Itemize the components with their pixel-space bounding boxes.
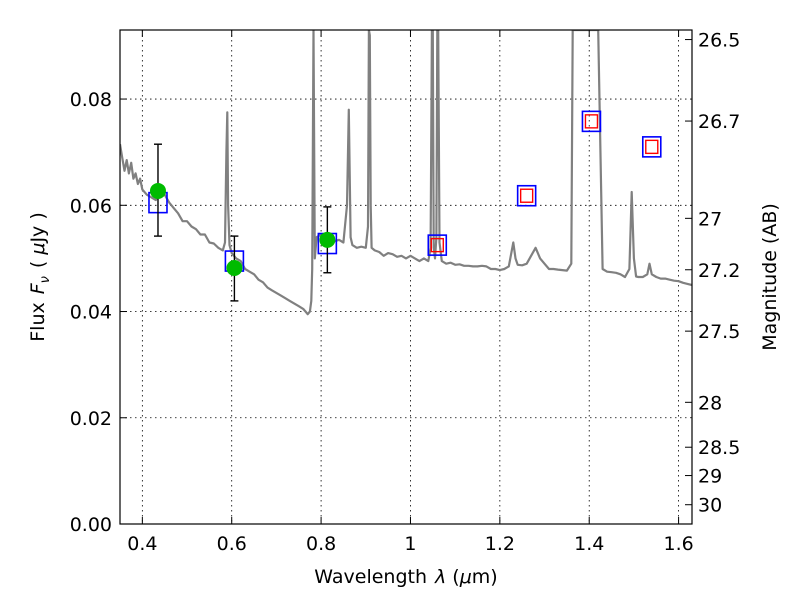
observed-flux-point [319, 231, 336, 248]
x-axis-title-symbol: λ [434, 566, 446, 588]
y2-tick-label: 27.5 [698, 321, 740, 343]
y2-axis-title-text: Magnitude (AB) [759, 203, 781, 351]
y-axis-title-subscript: ν [38, 276, 53, 283]
x-tick-label: 1 [404, 533, 416, 555]
y2-tick-label: 28.5 [698, 437, 740, 459]
y-axis-title-unit-open: ( [27, 261, 49, 268]
x-tick-label: 1.2 [485, 533, 515, 555]
y2-tick-label: 28 [698, 392, 722, 414]
y-tick-label: 0.04 [70, 302, 112, 324]
x-axis-title-unit-mu: μ [459, 566, 472, 588]
predicted-flux-square [430, 237, 444, 253]
x-tick-label: 0.8 [306, 533, 336, 555]
axis-ticks: 0.4 0.6 0.8 1 1.2 1.4 1.6 0.00 0.02 0.04 0.06 0.08 2… [70, 30, 741, 555]
y-tick-label: 0.02 [70, 408, 112, 430]
y2-tick-label: 27.2 [698, 260, 740, 282]
x-axis-title-unit-open: ( [452, 566, 459, 588]
model-photometry-square [641, 136, 662, 158]
model-photometry-square [516, 184, 537, 207]
x-tick-label: 1.6 [663, 533, 693, 555]
observed-flux-point [226, 259, 243, 276]
y2-tick-label: 30 [698, 495, 722, 517]
y2-tick-label: 29 [698, 466, 722, 488]
y-tick-label: 0.06 [70, 195, 112, 217]
y-axis-title-text: Flux [27, 302, 49, 342]
predicted-flux-square [519, 188, 534, 203]
y2-tick-label: 27 [698, 208, 722, 230]
x-axis-title-text: Wavelength [314, 566, 427, 588]
y-axis-title: Flux Fν ( μJy ) [27, 212, 53, 342]
x-tick-label: 0.4 [127, 533, 157, 555]
predicted-flux-square [645, 139, 659, 155]
y-axis-title-unit-rest: Jy ) [27, 212, 49, 243]
observed-flux-point [149, 182, 166, 199]
predicted-flux-square [584, 114, 599, 129]
y-tick-label: 0.00 [70, 514, 112, 536]
model-photometry-square [427, 234, 448, 256]
model-photometry-square [581, 110, 602, 133]
x-axis-title: Wavelength λ (μm) [314, 566, 497, 588]
y-axis-title-unit-mu: μ [27, 243, 49, 256]
y2-tick-label: 26.5 [698, 30, 740, 52]
plot-area [120, 30, 692, 316]
model-spectrum-line [120, 30, 692, 316]
y-tick-label: 0.08 [70, 89, 112, 111]
x-axis-title-unit-rest: m) [472, 566, 498, 588]
y2-axis-title: Magnitude (AB) [759, 203, 781, 351]
x-tick-label: 0.6 [217, 533, 247, 555]
x-tick-label: 1.4 [574, 533, 604, 555]
plot-frame [119, 29, 693, 525]
y2-tick-label: 26.7 [698, 111, 740, 133]
y-axis-title-symbol: F [27, 282, 49, 294]
